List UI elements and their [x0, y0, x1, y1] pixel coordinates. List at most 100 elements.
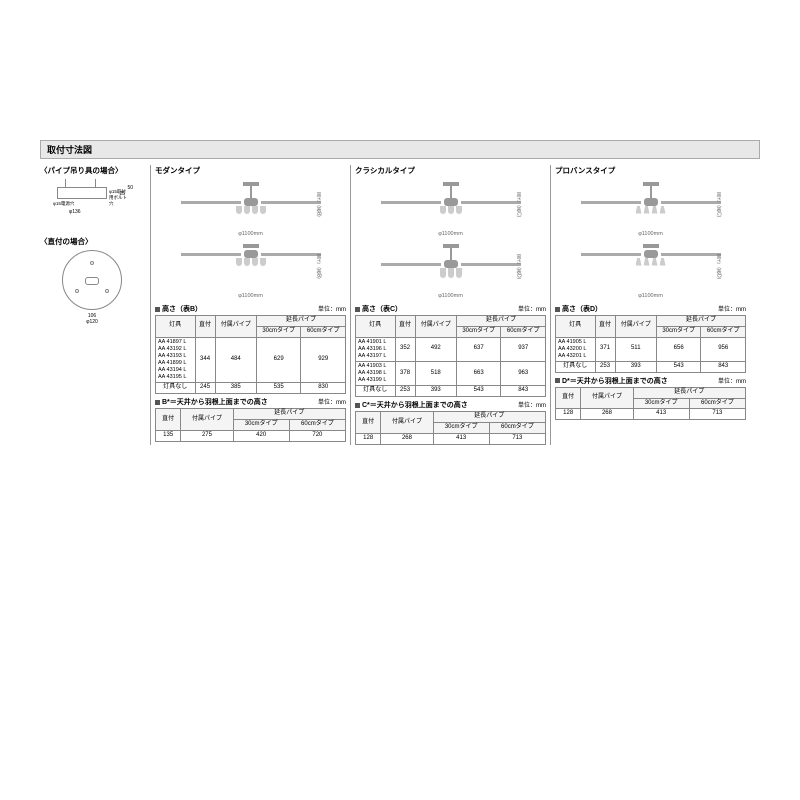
val: 713 [489, 433, 545, 444]
col-extpipe: 延長パイプ [456, 316, 545, 327]
val: 963 [501, 362, 546, 386]
val: 511 [615, 337, 656, 361]
dim-25: 25 [119, 191, 125, 197]
table-head: 高さ（表D） 単位：mm [555, 304, 746, 314]
height-b-label: 高さ（表B） [316, 254, 323, 282]
col-direct: 直付 [195, 316, 215, 338]
val: 535 [256, 383, 301, 394]
model-cell: AA 41903 LAA 43198 LAA 43199 L [356, 362, 396, 386]
col-60: 60cmタイプ [701, 326, 746, 337]
col-direct: 直付 [556, 387, 581, 409]
height-c-label: 高さ（表C） [716, 192, 723, 221]
col-60: 60cmタイプ [289, 420, 345, 431]
col-60: 60cmタイプ [689, 398, 745, 409]
hole-note: φ15電源穴 [53, 201, 74, 207]
val: 275 [181, 430, 233, 441]
col-extpipe: 延長パイプ [233, 409, 345, 420]
spec-sheet: 取付寸法図 〈パイプ吊り具の場合〉 φ15取付用ボルト穴 φ15電源穴 φ136… [40, 140, 760, 445]
val: 135 [156, 430, 181, 441]
val: 484 [215, 337, 256, 383]
val: 420 [233, 430, 289, 441]
nolamp-label: 灯具なし [156, 383, 196, 394]
val: 371 [595, 337, 615, 361]
height-d-label: 高さ（表D） [516, 254, 523, 283]
col-extpipe: 延長パイプ [633, 387, 745, 398]
ceil-table: 直付 付属パイプ 延長パイプ 30cmタイプ60cmタイプ 135 275 42… [155, 408, 346, 441]
val: 720 [289, 430, 345, 441]
ceil-title: B*＝天井から羽根上面までの高さ [162, 399, 268, 406]
height-c-label: 高さ（表C） [516, 192, 523, 221]
section-classical: クラシカルタイプ φ1100mm 高さ（表C） φ1100mm 高さ（表D） [350, 165, 550, 445]
col-extpipe: 延長パイプ [433, 412, 545, 423]
col-30: 30cmタイプ [256, 326, 301, 337]
val: 344 [195, 337, 215, 383]
direct-mount-label: 〈直付の場合〉 [40, 236, 144, 247]
ceil-title: C*＝天井から羽根上面までの高さ [362, 402, 468, 409]
nolamp-label: 灯具なし [556, 362, 596, 373]
val: 253 [595, 362, 615, 373]
col-stdpipe: 付属パイプ [181, 409, 233, 431]
val: 956 [701, 337, 746, 361]
bracket-diagram: φ15取付用ボルト穴 φ15電源穴 φ136 25 50 [57, 179, 127, 224]
val: 492 [415, 337, 456, 361]
val: 713 [689, 409, 745, 420]
val: 378 [395, 362, 415, 386]
val: 843 [701, 362, 746, 373]
content-row: 〈パイプ吊り具の場合〉 φ15取付用ボルト穴 φ15電源穴 φ136 25 50… [40, 165, 760, 445]
width-label: φ1100mm [238, 231, 263, 237]
nolamp-label: 灯具なし [356, 386, 396, 397]
fan-diagram-lower: φ1100mm 高さ（表B） [155, 241, 346, 301]
val: 268 [381, 433, 433, 444]
unit-label: 単位：mm [718, 304, 746, 313]
val: 830 [301, 383, 346, 394]
unit-label: 単位：mm [318, 397, 346, 406]
col-30: 30cmタイプ [656, 326, 701, 337]
val: 929 [301, 337, 346, 383]
col-direct: 直付 [356, 412, 381, 434]
circle-diagram [62, 250, 122, 310]
col-60: 60cmタイプ [489, 423, 545, 434]
ceil-title: D*＝天井から羽根上面までの高さ [562, 378, 668, 385]
val: 268 [581, 409, 633, 420]
fan-diagram-lower: φ1100mm 高さ（表D） [355, 241, 546, 301]
unit-label: 単位：mm [718, 376, 746, 385]
val: 413 [633, 409, 689, 420]
val: 937 [501, 337, 546, 361]
val: 413 [433, 433, 489, 444]
col-extpipe: 延長パイプ [256, 316, 345, 327]
height-b-label: 高さ（表B） [316, 192, 323, 220]
table-head: 高さ（表B） 単位：mm [155, 304, 346, 314]
model-cell: AA 41901 LAA 43196 LAA 43197 L [356, 337, 396, 361]
val: 843 [501, 386, 546, 397]
fan-diagram-upper: φ1100mm 高さ（表B） [155, 179, 346, 239]
col-model: 灯具 [556, 316, 596, 338]
height-d-label: 高さ（表D） [716, 254, 723, 283]
unit-label: 単位：mm [518, 304, 546, 313]
val: 656 [656, 337, 701, 361]
col-stdpipe: 付属パイプ [215, 316, 256, 338]
mounting-diagrams: 〈パイプ吊り具の場合〉 φ15取付用ボルト穴 φ15電源穴 φ136 25 50… [40, 165, 150, 445]
val: 128 [556, 409, 581, 420]
val: 393 [615, 362, 656, 373]
pipe-mount-label: 〈パイプ吊り具の場合〉 [40, 165, 144, 176]
section-title: クラシカルタイプ [355, 165, 546, 176]
section-modern: モダンタイプ φ1100mm 高さ（表B） φ1100mm 高さ（表B） [150, 165, 350, 445]
val: 393 [415, 386, 456, 397]
fan-diagram-lower: φ1100mm 高さ（表D） [555, 241, 746, 301]
width-label: φ1100mm [438, 293, 463, 299]
val: 352 [395, 337, 415, 361]
ceil-head: B*＝天井から羽根上面までの高さ 単位：mm [155, 397, 346, 407]
col-stdpipe: 付属パイプ [581, 387, 633, 409]
val: 629 [256, 337, 301, 383]
height-title: 高さ（表C） [362, 306, 402, 313]
model-cell: AA 41897 LAA 43192 LAA 43193 L AA 41899 … [156, 337, 196, 383]
model-cell: AA 41905 LAA 43200 LAA 43201 L [556, 337, 596, 361]
width-label: φ1100mm [438, 231, 463, 237]
col-stdpipe: 付属パイプ [381, 412, 433, 434]
col-60: 60cmタイプ [501, 326, 546, 337]
col-direct: 直付 [395, 316, 415, 338]
height-table: 灯具 直付 付属パイプ 延長パイプ 30cmタイプ60cmタイプ AA 4189… [155, 315, 346, 394]
val: 245 [195, 383, 215, 394]
val: 385 [215, 383, 256, 394]
col-model: 灯具 [156, 316, 196, 338]
